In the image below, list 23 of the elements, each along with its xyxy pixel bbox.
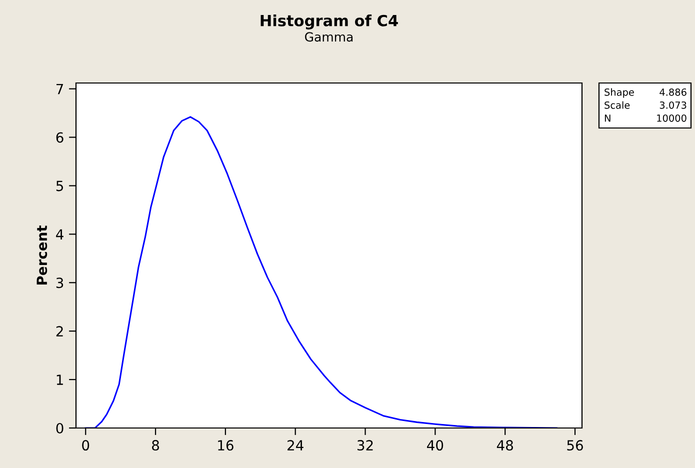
- x-tick-label: 48: [496, 440, 513, 451]
- y-tick-label: 3: [56, 278, 64, 288]
- text: Shape 4.886: [604, 88, 686, 98]
- text: N 10000: [604, 114, 686, 122]
- line-series: [84, 116, 558, 428]
- x-tick-label: 0: [82, 440, 90, 451]
- chart-subtitle: Gamma: [305, 32, 353, 42]
- y-tick-label: 5: [56, 180, 63, 192]
- x-tick-label: 56: [567, 440, 583, 451]
- y-tick-label: 4: [56, 229, 64, 240]
- y-tick-label: 6: [56, 132, 64, 143]
- y-tick-label: 1: [56, 374, 63, 385]
- y-tick-label: 7: [56, 84, 64, 94]
- x-tick-label: 8: [152, 440, 159, 451]
- x-tick-label: 24: [288, 440, 304, 450]
- x-tick-label: 32: [357, 440, 373, 451]
- chart-title: Histogram of C4: [260, 14, 398, 30]
- x-tick-label: 16: [218, 440, 234, 451]
- y-tick-label: 2: [56, 326, 63, 336]
- y-axis-title: Percent: [36, 226, 48, 285]
- text: Scale 3.073: [604, 101, 686, 109]
- x-tick-label: 40: [427, 440, 444, 451]
- y-tick-label: 0: [56, 422, 64, 434]
